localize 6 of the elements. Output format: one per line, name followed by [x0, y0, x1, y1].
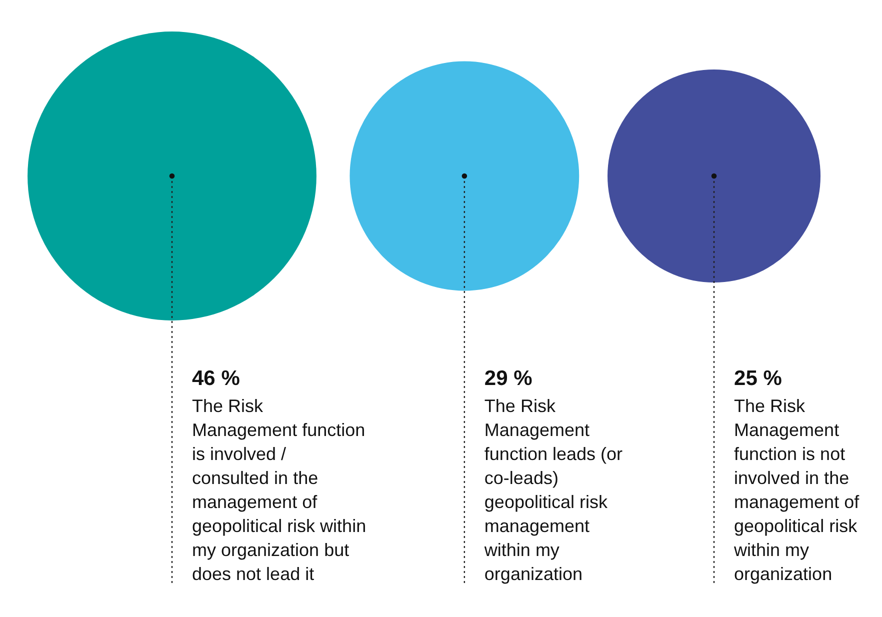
data-label: 29 %: [484, 367, 533, 390]
data-label: 46 %: [192, 367, 240, 390]
category-label: The Risk Management function is involved / consulted in the management of geopolitical risk within my organization but does not lead it: [192, 396, 366, 584]
category-label: The Risk Management function is not involved in the management of geopolitical risk within my organization: [733, 396, 860, 584]
category-label: The Risk Management function leads (or co-leads) geopolitical risk management within my organization: [483, 396, 623, 584]
data-label: 25 %: [734, 367, 782, 390]
